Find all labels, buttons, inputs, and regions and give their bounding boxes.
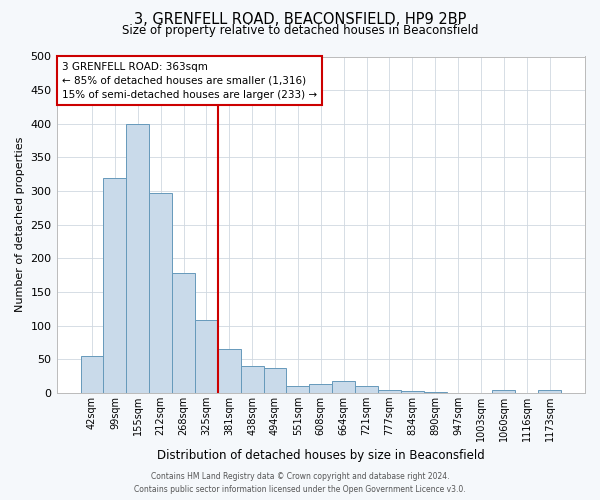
Text: Size of property relative to detached houses in Beaconsfield: Size of property relative to detached ho…: [122, 24, 478, 37]
Bar: [332, 381, 355, 393]
Bar: [378, 390, 401, 393]
Y-axis label: Number of detached properties: Number of detached properties: [15, 137, 25, 312]
Bar: [80, 356, 103, 393]
Bar: [195, 320, 218, 393]
Bar: [218, 350, 241, 393]
X-axis label: Distribution of detached houses by size in Beaconsfield: Distribution of detached houses by size …: [157, 450, 485, 462]
Text: 3 GRENFELL ROAD: 363sqm
← 85% of detached houses are smaller (1,316)
15% of semi: 3 GRENFELL ROAD: 363sqm ← 85% of detache…: [62, 62, 317, 100]
Bar: [127, 124, 149, 393]
Text: 3, GRENFELL ROAD, BEACONSFIELD, HP9 2BP: 3, GRENFELL ROAD, BEACONSFIELD, HP9 2BP: [134, 12, 466, 28]
Bar: [103, 178, 127, 393]
Bar: [149, 193, 172, 393]
Bar: [286, 386, 310, 393]
Text: Contains HM Land Registry data © Crown copyright and database right 2024.
Contai: Contains HM Land Registry data © Crown c…: [134, 472, 466, 494]
Bar: [241, 366, 263, 393]
Bar: [172, 273, 195, 393]
Bar: [401, 391, 424, 393]
Bar: [263, 368, 286, 393]
Bar: [538, 390, 561, 393]
Bar: [310, 384, 332, 393]
Bar: [424, 392, 446, 393]
Bar: [355, 386, 378, 393]
Bar: [493, 390, 515, 393]
